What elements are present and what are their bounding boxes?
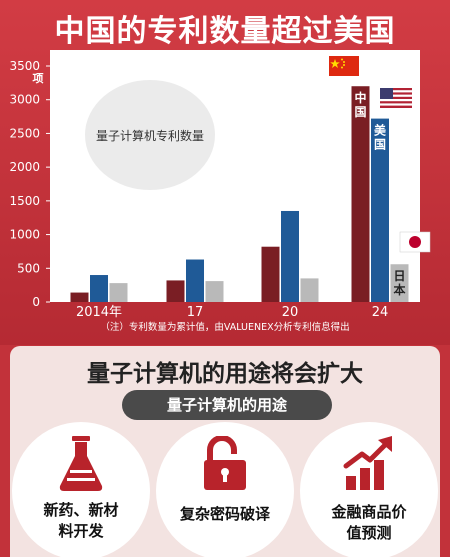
bar-1-2 — [205, 281, 224, 302]
bars — [70, 86, 409, 302]
y-tick-label: 0 — [32, 295, 40, 309]
series-label: 美国 — [374, 123, 387, 152]
bar-1-0 — [166, 280, 185, 302]
bar-2-1 — [281, 210, 299, 302]
y-tick-label: 1000 — [9, 228, 40, 242]
series-label: 日本 — [393, 269, 405, 297]
rising-bar-chart-icon — [343, 436, 392, 490]
use-card-finance: 金融商品价 值预测 — [300, 422, 438, 557]
x-axis: 2014年 17 20 24 — [76, 305, 388, 320]
unlocked-padlock-icon — [204, 436, 246, 490]
use-card-cryptography: 复杂密码破译 — [156, 422, 294, 557]
bar-0-2 — [109, 283, 128, 302]
y-tick-label: 3000 — [9, 93, 40, 107]
bar-3-1 — [371, 118, 389, 302]
footnote: （注）专利数量为累计值，由VALUENEX分析专利信息得出 — [100, 322, 350, 333]
china-flag — [329, 56, 359, 76]
bar-2-0 — [261, 246, 280, 302]
bar-0-0 — [70, 292, 89, 302]
y-tick-label: 2500 — [9, 126, 40, 140]
annotation-blob — [85, 80, 215, 190]
use-card-drug-discovery: 新药、新材 料开发 — [12, 422, 150, 557]
chart-annotation: 量子计算机专利数量 — [96, 128, 204, 143]
uses-panel: 量子计算机的用途将会扩大 量子计算机的用途 新药、新材 料开发 复杂密码破译 — [10, 346, 440, 557]
x-tick-label: 24 — [372, 305, 389, 320]
use-label-line1: 新药、新材 — [43, 501, 119, 519]
flask-icon — [59, 436, 103, 491]
x-tick-label: 2014年 — [76, 305, 122, 320]
y-tick-label: 1500 — [9, 194, 40, 208]
bar-chart: 量子计算机专利数量 0 500 1000 1500 2000 2500 3000 3500 项… — [9, 50, 431, 320]
page-title: 中国的专利数量超过美国 — [54, 14, 396, 49]
usa-flag — [380, 88, 412, 108]
series-label: 中国 — [354, 90, 366, 119]
y-axis: 0 500 1000 1500 2000 2500 3000 3500 — [9, 59, 50, 309]
bar-1-1 — [186, 259, 204, 302]
use-label-line1: 复杂密码破译 — [179, 505, 270, 523]
use-label-line2: 料开发 — [58, 522, 104, 540]
bar-3-2 — [390, 264, 409, 302]
bar-3-0 — [351, 86, 370, 302]
y-tick-label: 2000 — [9, 160, 40, 174]
use-label-line1: 金融商品价 — [331, 503, 407, 521]
x-tick-label: 20 — [282, 305, 299, 320]
y-tick-label: 3500 — [9, 59, 40, 73]
x-tick-label: 17 — [187, 305, 204, 320]
use-label-line2: 值预测 — [346, 524, 392, 542]
bar-0-1 — [90, 275, 108, 302]
y-axis-unit: 项 — [33, 72, 44, 85]
section-title: 量子计算机的用途将会扩大 — [87, 361, 363, 387]
bar-2-2 — [300, 278, 319, 302]
japan-flag — [399, 231, 431, 253]
section-subtitle: 量子计算机的用途 — [122, 390, 332, 420]
y-tick-label: 500 — [17, 261, 40, 275]
